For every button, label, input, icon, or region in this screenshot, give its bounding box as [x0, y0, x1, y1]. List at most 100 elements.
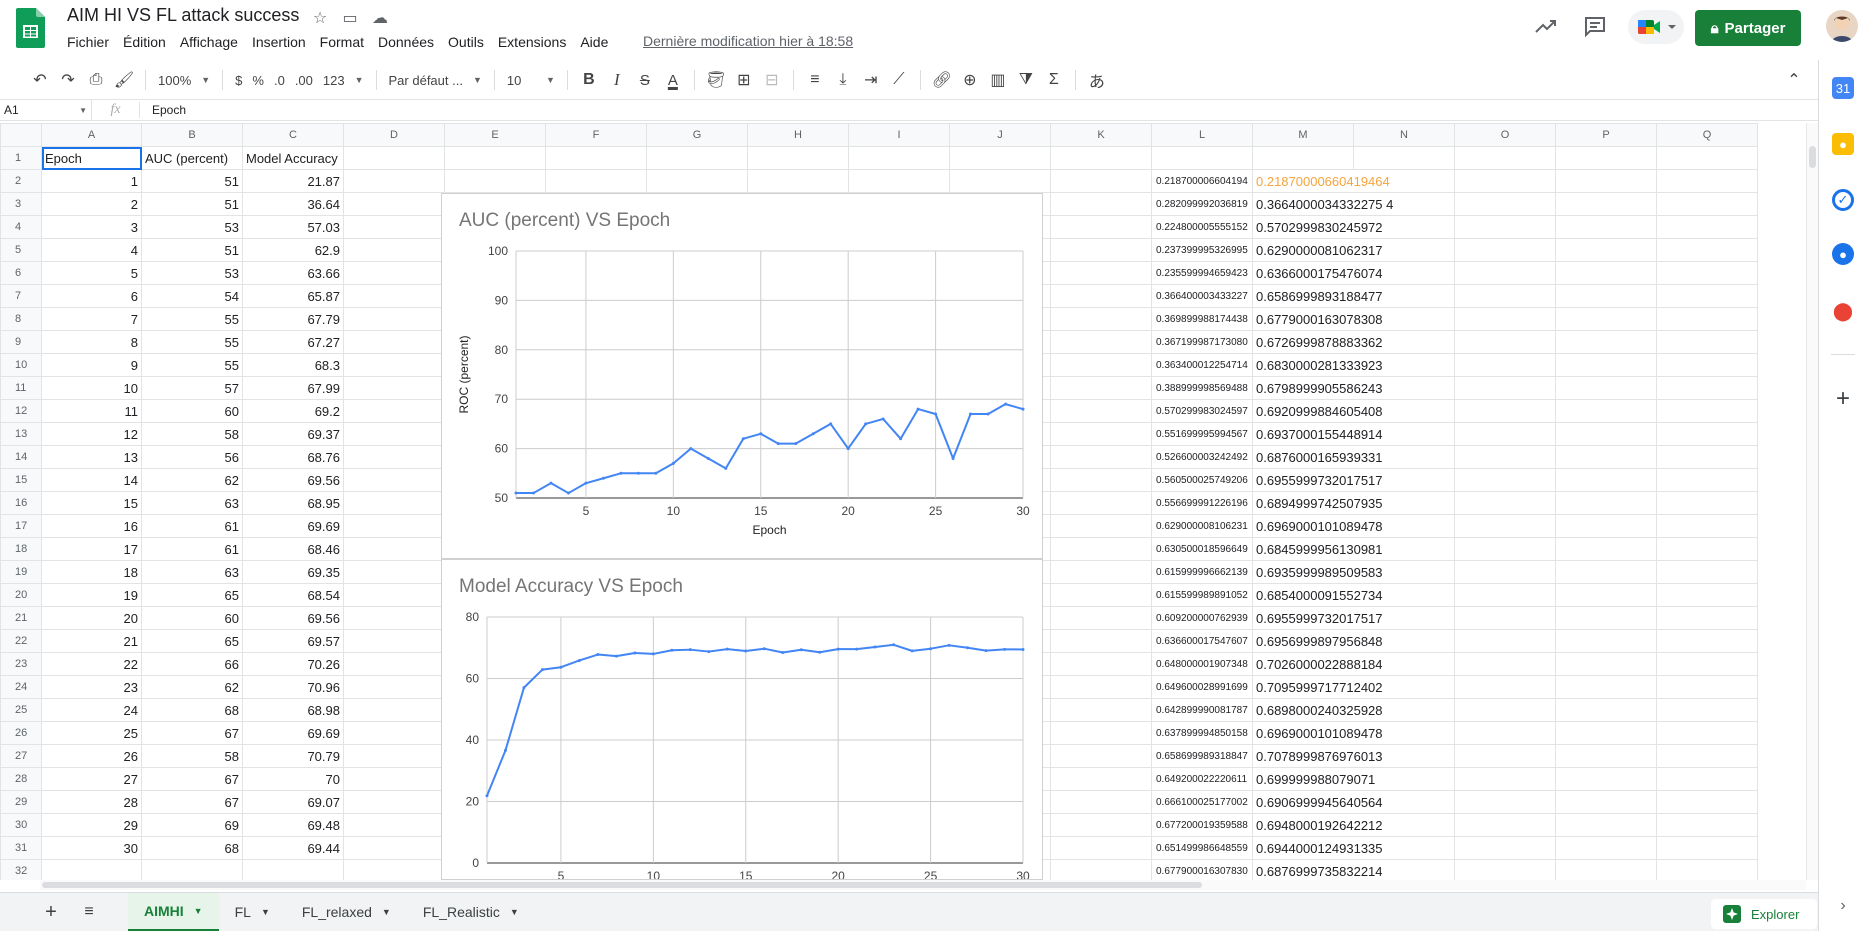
cell[interactable]: 0.556699991226196	[1151, 491, 1253, 515]
cell[interactable]: 68.95	[242, 491, 344, 515]
cell[interactable]: 54	[141, 284, 243, 308]
cell[interactable]: 2	[41, 192, 142, 216]
decrease-decimals-button[interactable]: .0	[273, 72, 285, 88]
row-header[interactable]: 23	[0, 652, 42, 676]
menu-file[interactable]: Fichier	[67, 34, 110, 50]
column-header[interactable]: L	[1151, 123, 1253, 147]
cell[interactable]	[343, 261, 445, 285]
cell[interactable]	[1656, 353, 1758, 377]
row-header[interactable]: 4	[0, 215, 42, 239]
cell[interactable]: 26	[41, 744, 142, 768]
cell[interactable]: 67	[141, 790, 243, 814]
cell[interactable]	[343, 767, 445, 791]
cell[interactable]: 57	[141, 376, 243, 400]
cell[interactable]	[848, 146, 950, 170]
cell[interactable]	[1454, 560, 1556, 584]
cell[interactable]: 0.7095999717712402	[1252, 675, 1455, 699]
cell[interactable]	[343, 192, 445, 216]
cell[interactable]	[343, 744, 445, 768]
undo-icon[interactable]: ↶	[33, 72, 47, 89]
cell[interactable]	[1050, 399, 1152, 423]
cell[interactable]	[1454, 399, 1556, 423]
cell[interactable]: 69	[141, 813, 243, 837]
cell[interactable]	[343, 284, 445, 308]
cell[interactable]	[1050, 859, 1152, 880]
cell[interactable]	[1656, 836, 1758, 860]
cell[interactable]: 66	[141, 652, 243, 676]
cell[interactable]: 28	[41, 790, 142, 814]
cell[interactable]: 0.367199987173080	[1151, 330, 1253, 354]
cell[interactable]	[1656, 468, 1758, 492]
calendar-icon[interactable]: 31	[1832, 77, 1854, 99]
column-header[interactable]: J	[949, 123, 1051, 147]
cell[interactable]	[1050, 606, 1152, 630]
cell[interactable]: 69.48	[242, 813, 344, 837]
vertical-scrollbar[interactable]	[1806, 123, 1818, 880]
cell[interactable]: 36.64	[242, 192, 344, 216]
vertical-align-icon[interactable]: ⤓	[839, 71, 847, 88]
cell[interactable]	[343, 675, 445, 699]
cell[interactable]: 22	[41, 652, 142, 676]
cell[interactable]: 58	[141, 744, 243, 768]
input-tools-button[interactable]: あ	[1088, 74, 1105, 91]
row-header[interactable]: 26	[0, 721, 42, 745]
activity-trend-icon[interactable]	[1534, 14, 1558, 38]
cell[interactable]: 70.96	[242, 675, 344, 699]
expand-panel-icon[interactable]: ›	[1832, 895, 1854, 917]
cell[interactable]: 51	[141, 169, 243, 193]
cell[interactable]	[1555, 353, 1657, 377]
cell[interactable]: 61	[141, 537, 243, 561]
cell[interactable]: 0.6969000101089478	[1252, 721, 1455, 745]
cell[interactable]: 68	[141, 836, 243, 860]
cell[interactable]	[1454, 836, 1556, 860]
cell[interactable]: 0.6845999956130981	[1252, 537, 1455, 561]
cell[interactable]	[1656, 491, 1758, 515]
cell[interactable]: 0.369899988174438	[1151, 307, 1253, 331]
cell[interactable]: 0.666100025177002	[1151, 790, 1253, 814]
cell[interactable]: 3	[41, 215, 142, 239]
cell[interactable]	[343, 560, 445, 584]
tab-fl-realistic[interactable]: FL_Realistic ▼	[407, 893, 535, 931]
row-header[interactable]: 1	[0, 146, 42, 170]
row-header[interactable]: 30	[0, 813, 42, 837]
cell[interactable]: 9	[41, 353, 142, 377]
cell[interactable]: 4	[41, 238, 142, 262]
cell[interactable]: 8	[41, 330, 142, 354]
cell[interactable]	[1454, 698, 1556, 722]
more-formats-select[interactable]: 123 ▼	[318, 66, 369, 94]
cell[interactable]: 0.637899994850158	[1151, 721, 1253, 745]
cell[interactable]: 0.6935999989509583	[1252, 560, 1455, 584]
row-header[interactable]: 27	[0, 744, 42, 768]
cell[interactable]: 60	[141, 399, 243, 423]
cell[interactable]	[1454, 445, 1556, 469]
cell[interactable]	[1555, 629, 1657, 653]
cell[interactable]	[1656, 629, 1758, 653]
cell[interactable]	[343, 491, 445, 515]
cell[interactable]: 0.7078999876976013	[1252, 744, 1455, 768]
cell[interactable]: 0.6290000081062317	[1252, 238, 1455, 262]
menu-extensions[interactable]: Extensions	[497, 34, 567, 50]
cell[interactable]	[1555, 514, 1657, 538]
row-header[interactable]: 24	[0, 675, 42, 699]
cell[interactable]	[242, 859, 344, 880]
cell[interactable]	[1050, 560, 1152, 584]
cell[interactable]	[1050, 721, 1152, 745]
text-wrapping-icon[interactable]: ⇥	[864, 72, 878, 89]
cell[interactable]: 0.658699989318847	[1151, 744, 1253, 768]
formula-input[interactable]: Epoch	[152, 103, 187, 117]
column-header[interactable]: O	[1454, 123, 1556, 147]
comments-icon[interactable]	[1583, 14, 1607, 38]
cell[interactable]	[1050, 698, 1152, 722]
font-size-select[interactable]: 10 ▼	[502, 66, 560, 94]
cell[interactable]	[1555, 468, 1657, 492]
cell[interactable]	[1555, 215, 1657, 239]
row-header[interactable]: 19	[0, 560, 42, 584]
cell[interactable]: 0.6898000240325928	[1252, 698, 1455, 722]
cell[interactable]	[1555, 537, 1657, 561]
cell[interactable]	[343, 606, 445, 630]
cell[interactable]: 67	[141, 721, 243, 745]
cell[interactable]: 29	[41, 813, 142, 837]
tasks-icon[interactable]: ✓	[1832, 189, 1854, 211]
column-header[interactable]: E	[444, 123, 546, 147]
name-box[interactable]: A1 ▼	[0, 100, 92, 120]
